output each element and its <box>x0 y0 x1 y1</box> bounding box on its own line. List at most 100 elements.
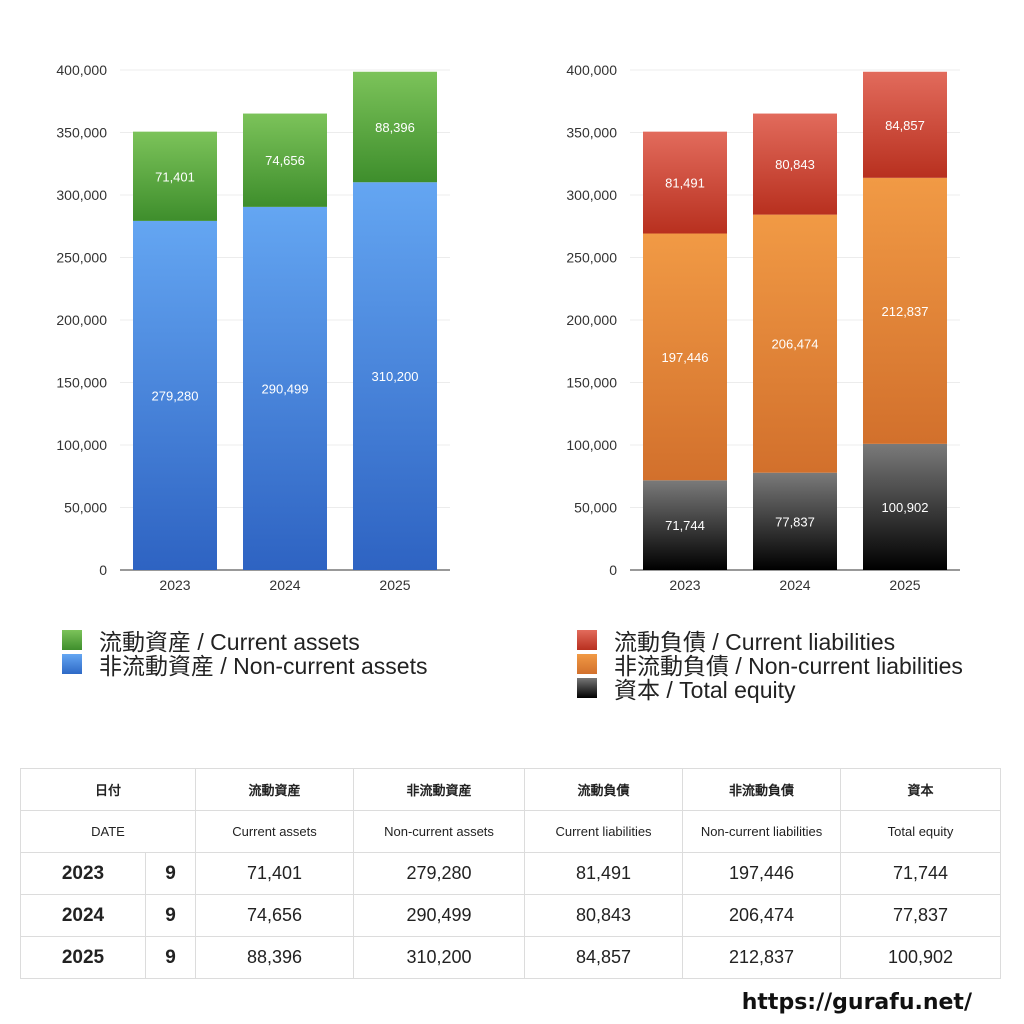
legend-item-non-current-liabilities: 非流動負債 / Non-current liabilities <box>577 652 963 679</box>
legend-item-current-liabilities: 流動負債 / Current liabilities <box>577 628 963 655</box>
y-tick-label: 100,000 <box>56 437 107 453</box>
data-label: 206,474 <box>772 337 819 352</box>
y-tick-label: 350,000 <box>56 125 107 141</box>
assets-bar-1-2024 <box>243 113 327 207</box>
y-tick-label: 50,000 <box>574 500 617 516</box>
table-cell: 197,446 <box>682 852 842 895</box>
liab-bar-2-2025 <box>863 71 947 178</box>
table-header-cell: 非流動資産 <box>353 768 526 811</box>
assets-bar-1-2025 <box>353 71 437 183</box>
data-label: 80,843 <box>775 157 815 172</box>
legend-swatch-black <box>577 678 597 698</box>
legend-item-total-equity: 資本 / Total equity <box>577 676 963 703</box>
table-cell: 74,656 <box>195 894 355 937</box>
assets-bar-0-2025 <box>353 182 437 570</box>
y-tick-label: 400,000 <box>566 62 617 78</box>
table-header-cell: Non-current liabilities <box>682 810 842 853</box>
table-cell: 88,396 <box>195 936 355 979</box>
liab-bar-0-2023 <box>643 480 727 570</box>
table-header-cell: 流動負債 <box>524 768 684 811</box>
liab-bar-1-2025 <box>863 177 947 444</box>
data-label: 84,857 <box>885 118 925 133</box>
y-tick-label: 100,000 <box>566 437 617 453</box>
table-cell: 310,200 <box>353 936 526 979</box>
table-cell-month: 9 <box>144 936 197 979</box>
y-tick-label: 0 <box>609 562 617 578</box>
liabilities-chart-svg: 0 50,000 100,000 150,000 200,000 250,000 300,0… <box>566 62 960 593</box>
table-header-cell: 流動資産 <box>195 768 355 811</box>
legend-swatch-orange <box>577 654 597 674</box>
y-tick-label: 150,000 <box>56 375 107 391</box>
assets-bar-1-2023 <box>133 131 217 221</box>
data-label: 197,446 <box>662 350 709 365</box>
legend-label: 資本 / Total equity <box>614 677 796 703</box>
y-tick-label: 300,000 <box>56 187 107 203</box>
y-tick-label: 300,000 <box>566 187 617 203</box>
x-tick-label: 2024 <box>269 577 300 593</box>
table-cell: 71,401 <box>195 852 355 895</box>
y-tick-label: 150,000 <box>566 375 617 391</box>
table-header-cell: 非流動負債 <box>682 768 842 811</box>
table-cell: 206,474 <box>682 894 842 937</box>
table-cell: 81,491 <box>524 852 684 895</box>
y-tick-label: 200,000 <box>566 312 617 328</box>
table-header-cell: 資本 <box>840 768 1002 811</box>
data-label: 77,837 <box>775 514 815 529</box>
table-cell: 77,837 <box>840 894 1002 937</box>
liabilities-legend: 流動負債 / Current liabilities 非流動負債 / Non-c… <box>577 628 963 703</box>
table-header-cell: Current assets <box>195 810 355 853</box>
liab-bar-0-2025 <box>863 443 947 570</box>
legend-label: 流動資産 / Current assets <box>99 629 360 655</box>
data-label: 212,837 <box>882 304 929 319</box>
x-tick-label: 2025 <box>379 577 410 593</box>
liabilities-chart: 0 50,000 100,000 150,000 200,000 250,000 300,0… <box>530 50 980 615</box>
y-tick-label: 250,000 <box>56 250 107 266</box>
table-cell-year: 2024 <box>20 894 146 937</box>
table-header-cell: DATE <box>19 810 197 853</box>
table-header-row-jp: 日付 流動資産 非流動資産 流動負債 非流動負債 資本 <box>19 768 1002 811</box>
legend-swatch-blue <box>62 654 82 674</box>
table-header-cell: Non-current assets <box>353 810 526 853</box>
table-header-cell: Total equity <box>840 810 1002 853</box>
table-row: 2024 9 74,656 290,499 80,843 206,474 77,… <box>20 894 1002 937</box>
data-label: 88,396 <box>375 120 415 135</box>
table-cell: 80,843 <box>524 894 684 937</box>
legend-swatch-green <box>62 630 82 650</box>
table-cell: 100,902 <box>840 936 1002 979</box>
legend-label: 非流動資産 / Non-current assets <box>99 653 428 679</box>
assets-chart-svg: 0 50,000 100,000 150,000 200,000 250,000 300,0… <box>56 62 450 593</box>
x-tick-label: 2023 <box>159 577 190 593</box>
y-tick-label: 50,000 <box>64 500 107 516</box>
data-label: 71,744 <box>665 518 705 533</box>
table-header-cell: 日付 <box>19 768 197 811</box>
x-tick-label: 2023 <box>669 577 700 593</box>
table-header-cell: Current liabilities <box>524 810 684 853</box>
data-label: 100,902 <box>882 500 929 515</box>
data-label: 71,401 <box>155 169 195 184</box>
table-cell: 84,857 <box>524 936 684 979</box>
data-label: 290,499 <box>262 381 309 396</box>
assets-legend: 流動資産 / Current assets 非流動資産 / Non-curren… <box>62 628 427 679</box>
assets-chart: 0 50,000 100,000 150,000 200,000 250,000 300,0… <box>20 50 470 615</box>
y-tick-label: 250,000 <box>566 250 617 266</box>
data-label: 310,200 <box>372 369 419 384</box>
table-cell: 212,837 <box>682 936 842 979</box>
y-tick-label: 400,000 <box>56 62 107 78</box>
table-row: 2023 9 71,401 279,280 81,491 197,446 71,… <box>20 852 1002 895</box>
legend-item-non-current-assets: 非流動資産 / Non-current assets <box>62 652 427 679</box>
y-tick-label: 350,000 <box>566 125 617 141</box>
x-tick-label: 2024 <box>779 577 810 593</box>
table-cell: 290,499 <box>353 894 526 937</box>
liab-bar-2-2024 <box>753 113 837 215</box>
data-label: 279,280 <box>152 388 199 403</box>
liab-bar-1-2023 <box>643 233 727 481</box>
balance-sheet-table: 日付 流動資産 非流動資産 流動負債 非流動負債 資本 DATE Current… <box>19 768 1002 979</box>
liab-bar-0-2024 <box>753 472 837 570</box>
y-tick-label: 0 <box>99 562 107 578</box>
legend-label: 非流動負債 / Non-current liabilities <box>614 653 963 679</box>
source-url: https://gurafu.net/ <box>741 990 972 1015</box>
table-header-row-en: DATE Current assets Non-current assets C… <box>19 810 1002 853</box>
legend-item-current-assets: 流動資産 / Current assets <box>62 628 427 655</box>
table-cell-month: 9 <box>144 852 197 895</box>
table-cell: 279,280 <box>353 852 526 895</box>
